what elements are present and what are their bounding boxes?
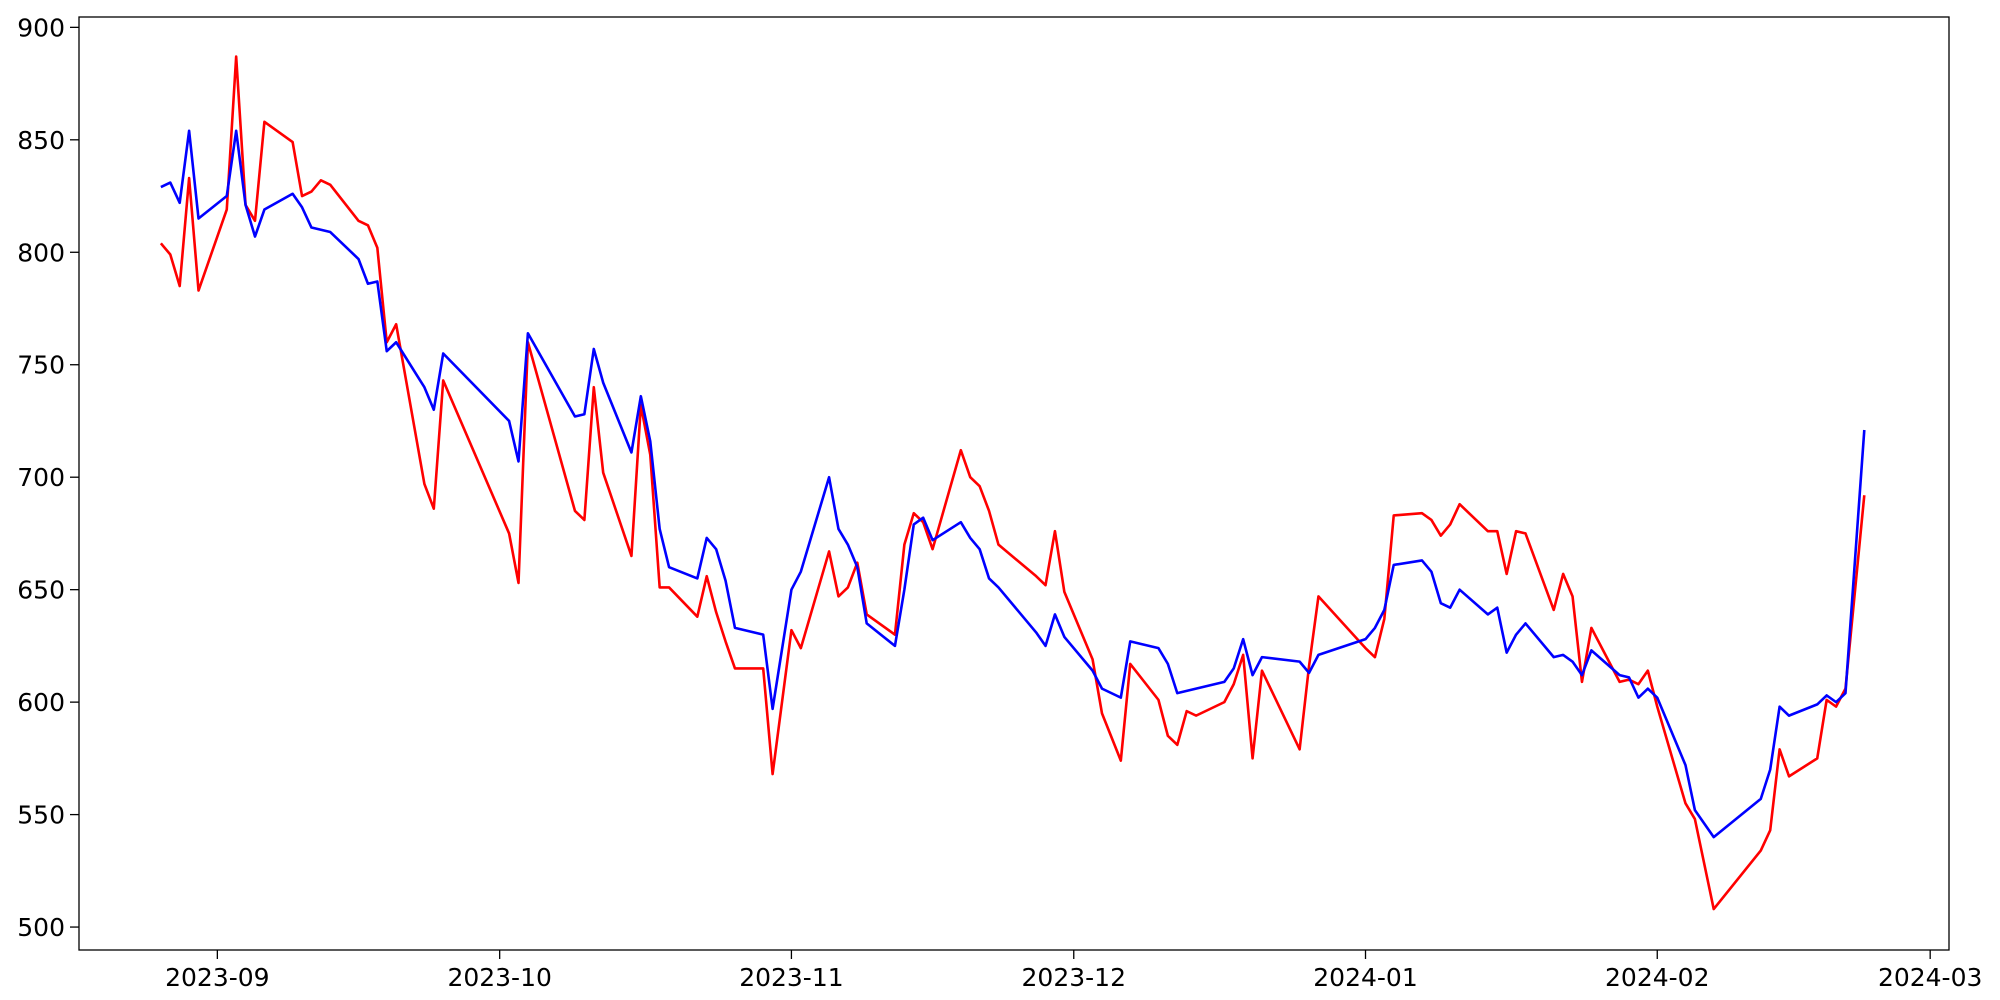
y-tick-label: 750 — [17, 351, 65, 380]
x-tick-label: 2023-12 — [1022, 963, 1126, 992]
y-tick-label: 550 — [17, 801, 65, 830]
y-tick-label: 650 — [17, 576, 65, 605]
x-tick-label: 2023-11 — [739, 963, 843, 992]
y-tick-label: 900 — [17, 13, 65, 42]
y-tick-label: 600 — [17, 688, 65, 717]
line-series — [160, 129, 1866, 839]
y-tick-label: 850 — [17, 126, 65, 155]
x-tick-label: 2024-02 — [1605, 963, 1709, 992]
x-tick-label: 2023-10 — [447, 963, 551, 992]
plot-frame — [78, 16, 1950, 951]
y-tick-label: 800 — [17, 238, 65, 267]
x-tick-label: 2024-03 — [1878, 963, 1982, 992]
x-tick-label: 2023-09 — [165, 963, 269, 992]
y-tick-label: 500 — [17, 913, 65, 942]
y-tick-label: 700 — [17, 463, 65, 492]
x-tick-label: 2024-01 — [1313, 963, 1417, 992]
